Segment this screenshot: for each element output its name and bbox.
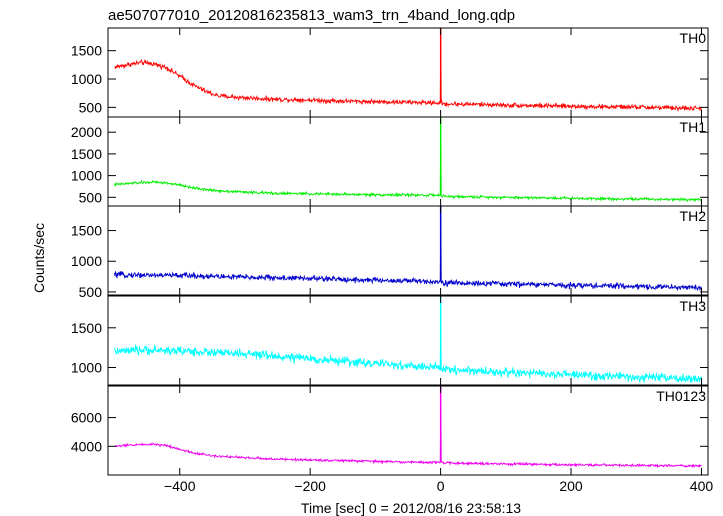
y-tick-label: 1500 [71,223,102,239]
y-tick-label: 1000 [71,360,102,376]
x-tick-label: 200 [559,478,583,494]
y-tick-label: 500 [79,99,103,115]
panel-frame [107,385,709,476]
y-tick-label: 500 [79,284,103,300]
panel-th0: 500 1000 1500 TH0 [71,27,709,118]
series-th3 [114,295,702,384]
x-tick-label: −200 [294,478,326,494]
x-axis: −400 −200 0 200 400 [164,478,713,494]
y-tick-label: 500 [79,189,103,205]
panel-frame [107,27,709,118]
x-tick-label: −400 [164,478,196,494]
x-tick-label: 400 [690,478,714,494]
panel-label: TH0123 [656,388,706,404]
panel-th1: 500 1000 1500 2000 TH1 [71,116,709,207]
y-tick-label: 1500 [71,146,102,162]
y-tick-label: 1500 [71,320,102,336]
chart-title: ae507077010_20120816235813_wam3_trn_4ban… [108,7,515,24]
panel-label: TH2 [680,208,707,224]
panel-label: TH1 [680,119,707,135]
panel-th2: 500 1000 1500 TH2 [71,205,709,300]
series-th0123 [114,385,702,469]
y-tick-label: 2000 [71,124,102,140]
x-axis-label: Time [sec] 0 = 2012/08/16 23:58:13 [301,500,521,516]
y-tick-label: 1000 [71,71,102,87]
panel-frame [107,116,709,207]
series-th0 [114,27,702,113]
panel-label: TH0 [680,30,707,46]
x-tick-label: 0 [437,478,445,494]
y-tick-label: 1000 [71,253,102,269]
y-tick-label: 1000 [71,168,102,184]
y-axis-label: Counts/sec [31,223,47,293]
series-th2 [114,205,702,292]
series-th1 [114,116,702,203]
panel-th0123: 4000 6000 TH0123 [71,385,709,476]
panel-th3: 1000 1500 TH3 [71,295,709,386]
y-tick-label: 4000 [71,438,102,454]
y-tick-label: 6000 [71,410,102,426]
y-tick-label: 1500 [71,43,102,59]
panel-frame [107,295,709,386]
panel-frame [107,205,709,296]
panel-label: TH3 [680,298,707,314]
